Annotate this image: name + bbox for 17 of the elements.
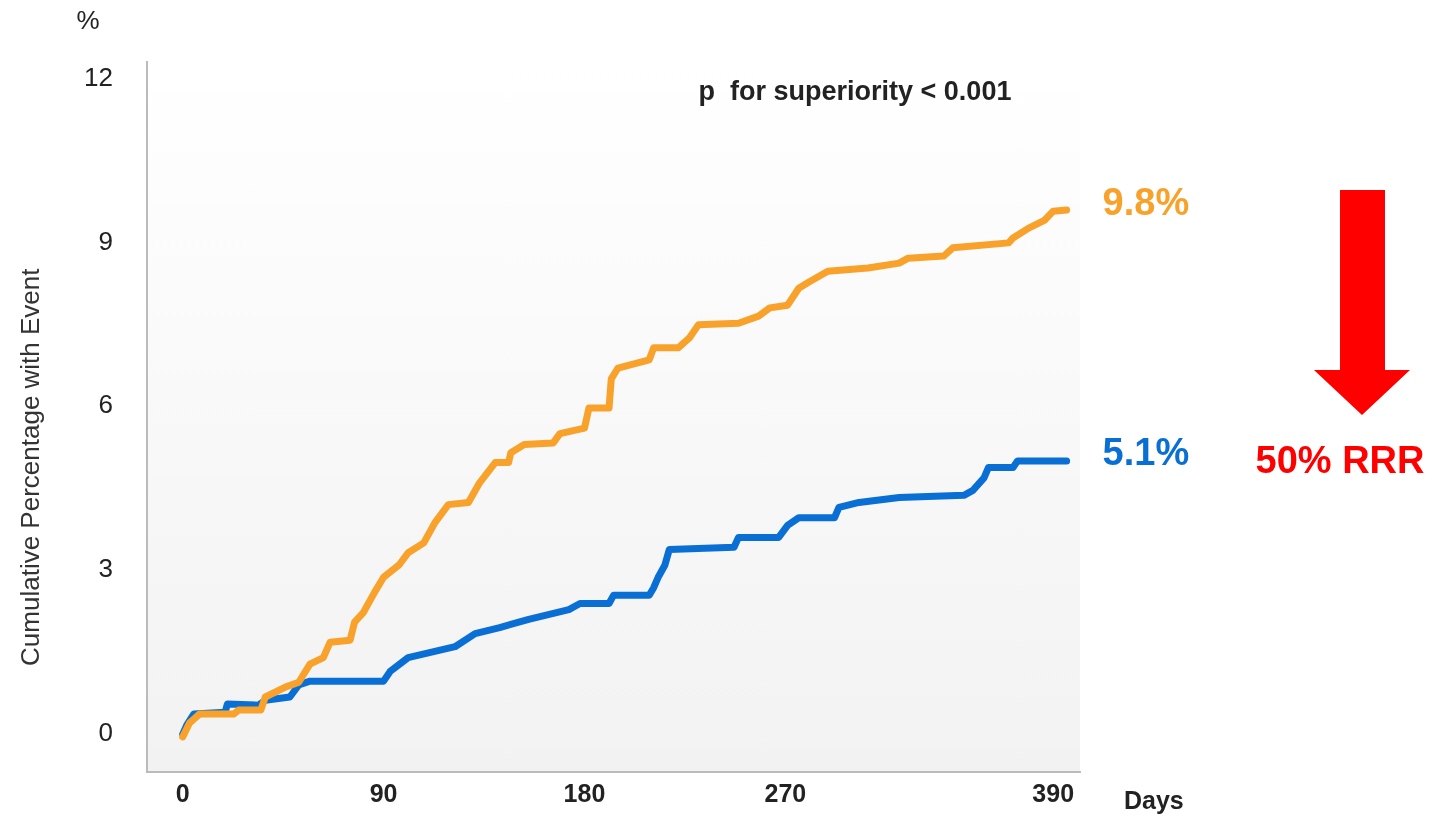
x-tick-label: 390 <box>1032 779 1075 808</box>
x-tick-label: 270 <box>764 779 807 808</box>
x-tick-label: 180 <box>563 779 606 808</box>
text: 50% RRR <box>1255 439 1425 482</box>
y-tick-label: 9 <box>98 225 113 256</box>
y-tick-label: 6 <box>98 389 113 420</box>
annotation: p for superiority < 0.001 <box>698 76 1012 107</box>
y-axis-title: Cumulative Percentage with Event <box>15 267 46 666</box>
annotation: 9.8% <box>1102 180 1190 223</box>
annotation: 5.1% <box>1102 431 1190 474</box>
x-tick-label: 0 <box>175 779 190 808</box>
y-tick-label: 0 <box>98 717 113 748</box>
text: % <box>76 5 100 36</box>
y-tick-label: 3 <box>98 553 113 584</box>
y-tick-label: 12 <box>84 61 113 92</box>
x-axis-title: Days <box>1124 786 1184 815</box>
x-tick-label: 90 <box>369 779 398 808</box>
